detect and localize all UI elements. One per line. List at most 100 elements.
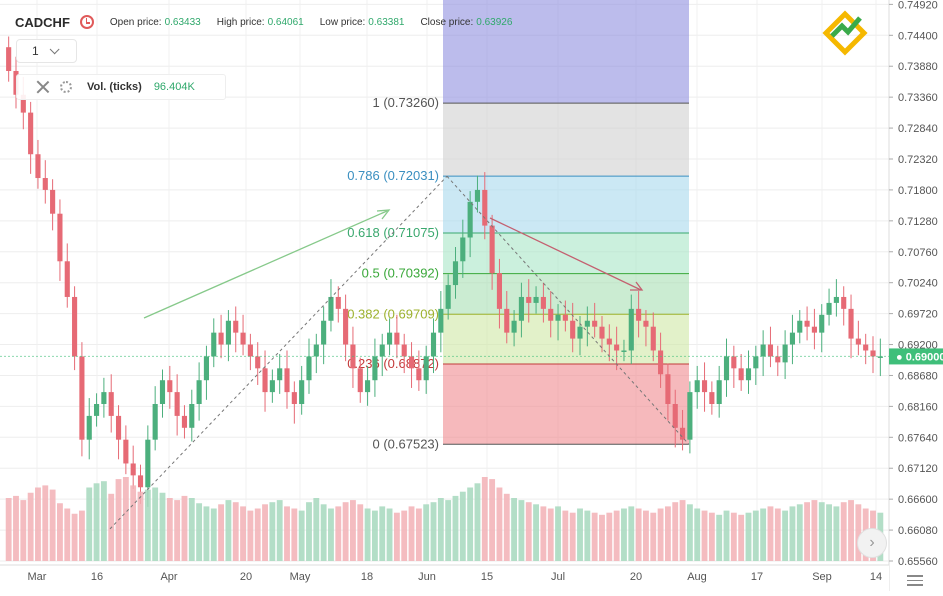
gear-icon[interactable] (60, 81, 72, 93)
volume-bar (606, 512, 613, 561)
volume-bar (679, 500, 686, 561)
volume-bar (686, 504, 693, 561)
volume-bar (518, 500, 525, 561)
volume-bar (203, 506, 210, 561)
candle-body (621, 350, 627, 352)
volume-bar (540, 506, 547, 561)
volume-bar (804, 502, 811, 561)
close-price: Close price: 0.63926 (420, 17, 512, 28)
candle-body (709, 392, 715, 405)
time-tick-label: Jun (418, 571, 436, 583)
volume-bar (672, 502, 679, 561)
candle-body (731, 356, 737, 369)
candle-body (467, 201, 473, 238)
candle-body (562, 314, 568, 321)
candle-body (123, 439, 129, 464)
volume-bar (218, 504, 225, 561)
current-price-label: ● 0.69000 (896, 351, 943, 363)
low-price-value: 0.63381 (368, 16, 405, 28)
candle-body (20, 94, 26, 113)
time-tick-label: Apr (160, 571, 177, 583)
volume-bar (855, 504, 862, 561)
candle-body (313, 344, 319, 357)
volume-bar (628, 506, 635, 561)
candle-body (460, 237, 466, 262)
time-tick-label: Sep (812, 571, 832, 583)
close-price-value: 0.63926 (476, 16, 513, 28)
volume-bar (503, 493, 510, 561)
scroll-right-button[interactable]: › (857, 528, 887, 558)
volume-bar (752, 510, 759, 561)
candles (6, 36, 883, 507)
volume-bar (35, 487, 41, 561)
price-tick-label: 0.72320 (898, 154, 938, 166)
time-tick-label: Mar (28, 571, 47, 583)
volume-bar (328, 508, 334, 561)
candle-body (533, 296, 539, 303)
candle-body (13, 70, 19, 95)
volume-bar (562, 510, 569, 561)
candle-body (833, 296, 839, 303)
volume-bar (701, 510, 708, 561)
volume-bar (774, 508, 781, 561)
volume-bar (738, 514, 745, 561)
volume-bar (86, 487, 93, 561)
candle-body (775, 356, 781, 363)
candle-body (50, 189, 56, 214)
candle-body (225, 320, 231, 345)
volume-bar (664, 506, 671, 561)
candle-body (452, 261, 459, 286)
up-arrow-line (143, 210, 388, 319)
candle-body (416, 368, 422, 381)
candle-body (357, 368, 363, 393)
interval-select[interactable]: 1 (16, 39, 77, 63)
close-icon[interactable] (36, 80, 50, 94)
volume-bar (276, 500, 283, 561)
volume-bar (833, 506, 840, 561)
candle-body (555, 314, 561, 321)
time-axis: Mar 16 Apr 20 May 18 Jun 15 Jul 20 Aug 17 Sep 14 (0, 564, 889, 591)
volume-bar (789, 506, 796, 561)
candle-body (79, 356, 85, 440)
candle-body (606, 338, 612, 345)
time-tick-label: 18 (361, 571, 373, 583)
volume-bar (547, 508, 554, 561)
candle-body (767, 344, 774, 357)
down-arrow-head (630, 281, 644, 291)
fib-level-label: 0.236 (0.68872) (347, 356, 439, 371)
volume-bar (78, 510, 85, 561)
volume-bar (269, 502, 276, 561)
volume-bar (306, 502, 312, 561)
open-price-label: Open price: (109, 16, 162, 28)
volume-bar (57, 503, 63, 561)
volume-bar (262, 504, 268, 561)
volume-bar (357, 504, 364, 561)
clock-icon[interactable] (79, 15, 94, 29)
close-price-label: Close price: (420, 16, 474, 28)
candle-body (6, 47, 12, 71)
volume-bar (826, 504, 832, 561)
candle-body (445, 285, 451, 309)
candle-body (716, 380, 722, 405)
candle-body (137, 475, 144, 488)
symbol-name[interactable]: CADCHF (15, 14, 70, 30)
candle-body (584, 320, 590, 327)
settings-sliders-icon[interactable] (907, 572, 923, 586)
volume-bar (144, 489, 151, 561)
candle-body (181, 415, 188, 428)
candle-body (189, 404, 195, 428)
volume-bar (511, 498, 518, 561)
instrument-header: CADCHF Open price: 0.63433 High price: 0.6… (15, 12, 528, 32)
fib-trend-line-right (446, 175, 690, 445)
price-tick-label: 0.70760 (898, 247, 938, 259)
fib-level-label: 0 (0.67523) (373, 436, 440, 451)
volume-bar (313, 498, 320, 561)
volume-bar (386, 508, 393, 561)
candle-body (841, 296, 847, 309)
volume-bar (371, 510, 378, 561)
price-tick-label: 0.70240 (898, 278, 938, 290)
candle-body (394, 332, 400, 345)
